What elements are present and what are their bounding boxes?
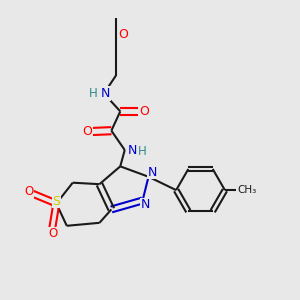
Text: O: O: [49, 227, 58, 240]
Text: N: N: [141, 199, 150, 212]
Text: O: O: [139, 105, 149, 118]
Text: N: N: [128, 143, 137, 157]
Text: O: O: [24, 185, 33, 198]
Text: O: O: [118, 28, 128, 41]
Text: CH₃: CH₃: [237, 185, 256, 195]
Text: O: O: [82, 125, 92, 138]
Text: N: N: [148, 166, 157, 179]
Text: S: S: [52, 195, 60, 208]
Text: H: H: [137, 145, 146, 158]
Text: H: H: [88, 87, 98, 100]
Text: N: N: [101, 87, 110, 100]
